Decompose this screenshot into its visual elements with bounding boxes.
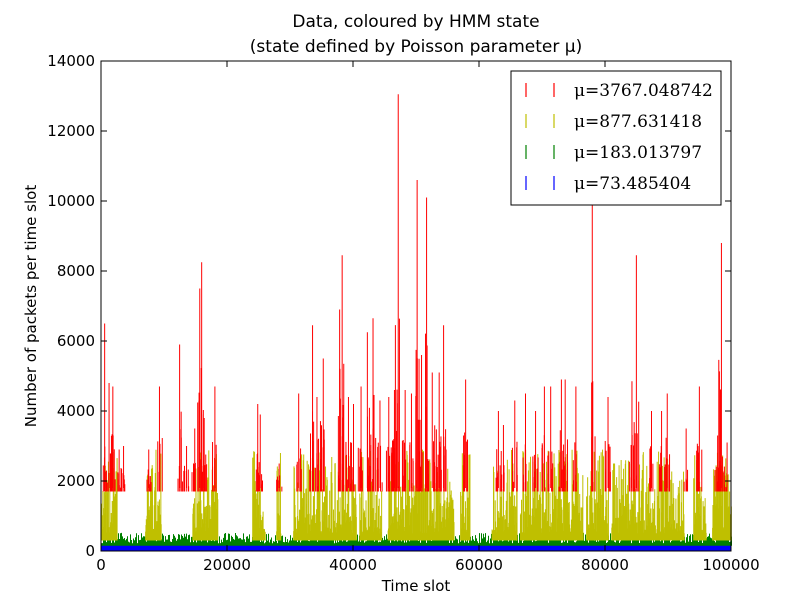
y-tick-label: 6000 bbox=[57, 332, 95, 350]
y-tick-label: 10000 bbox=[47, 192, 95, 210]
x-axis: 0 20000 40000 60000 80000 100000 bbox=[96, 61, 760, 574]
chart-title: Data, coloured by HMM state bbox=[292, 12, 539, 32]
series-baseline-band bbox=[101, 545, 731, 551]
legend-label: μ=73.485404 bbox=[574, 174, 691, 194]
legend-items: μ=3767.048742 μ=877.631418 μ=183.013797 μ=7… bbox=[525, 81, 713, 194]
legend-frame bbox=[510, 70, 722, 206]
y-tick-label: 14000 bbox=[47, 52, 95, 70]
y-tick-label: 0 bbox=[85, 542, 95, 560]
x-tick-label: 40000 bbox=[329, 556, 377, 574]
y-tick-label: 2000 bbox=[57, 472, 95, 490]
chart-subtitle: (state defined by Poisson parameter μ) bbox=[250, 37, 582, 57]
x-tick-label: 100000 bbox=[702, 556, 759, 574]
x-tick-label: 80000 bbox=[581, 556, 629, 574]
plot-frame bbox=[100, 60, 732, 552]
x-tick-label: 60000 bbox=[455, 556, 503, 574]
y-tick-label: 4000 bbox=[57, 402, 95, 420]
y-tick-label: 12000 bbox=[47, 122, 95, 140]
y-axis-label: Number of packets per time slot bbox=[22, 185, 40, 428]
y-axis: 0 2000 4000 6000 8000 10000 12000 14000 bbox=[47, 52, 731, 560]
plot-data bbox=[101, 94, 732, 551]
legend-label: μ=183.013797 bbox=[574, 143, 702, 163]
y-tick-label: 8000 bbox=[57, 262, 95, 280]
legend-label: μ=3767.048742 bbox=[574, 81, 713, 101]
x-axis-label: Time slot bbox=[381, 577, 451, 595]
x-tick-label: 0 bbox=[96, 556, 106, 574]
legend: μ=3767.048742 μ=877.631418 μ=183.013797 μ=7… bbox=[510, 70, 722, 206]
legend-label: μ=877.631418 bbox=[574, 112, 702, 132]
x-tick-label: 20000 bbox=[203, 556, 251, 574]
